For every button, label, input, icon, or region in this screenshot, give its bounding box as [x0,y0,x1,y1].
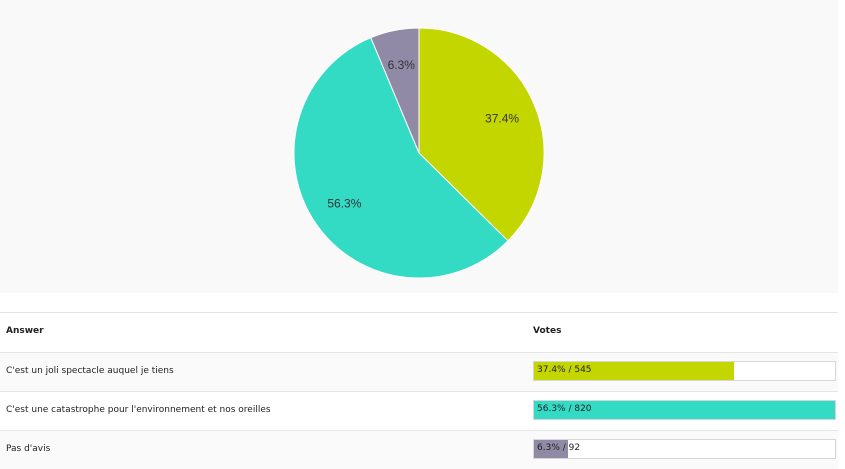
answer-label: C'est un joli spectacle auquel je tiens [6,366,174,376]
pie-slice-label: 6.3% [388,58,416,72]
answer-column-header: Answer [6,326,44,336]
answer-label: C'est une catastrophe pour l'environneme… [6,405,271,415]
vote-bar: 56.3% / 820 [533,400,836,420]
table-row: Pas d'avis 6.3% / 92 [0,430,838,469]
vote-bar: 6.3% / 92 [533,439,836,459]
vote-bar-fill [534,362,735,380]
votes-column-header: Votes [533,326,562,336]
vote-bar: 37.4% / 545 [533,361,836,381]
vote-bar-text: 56.3% / 820 [537,404,592,414]
vote-bar-text: 6.3% / 92 [537,443,581,453]
pie-slice-catastrophe [293,37,509,279]
pie-slice-joli-spectacle [418,27,545,242]
answer-label: Pas d'avis [6,444,51,454]
table-header: Answer Votes [0,312,838,352]
table-row: C'est un joli spectacle auquel je tiens … [0,352,838,391]
pie-slice-label: 37.4% [485,111,519,125]
vote-bar-fill [534,440,568,458]
table-row: C'est une catastrophe pour l'environneme… [0,391,838,430]
results-table: Answer Votes C'est un joli spectacle auq… [0,312,838,469]
pie-chart-panel: 37.4% 56.3% 6.3% [293,27,545,279]
pie-slice-label: 56.3% [327,196,361,210]
vote-bar-text: 37.4% / 545 [537,365,592,375]
pie-slice-pas-davis [370,27,420,154]
table-top-divider [0,312,838,313]
vote-bar-fill [534,401,835,419]
pie-chart: 37.4% 56.3% 6.3% [293,27,545,279]
